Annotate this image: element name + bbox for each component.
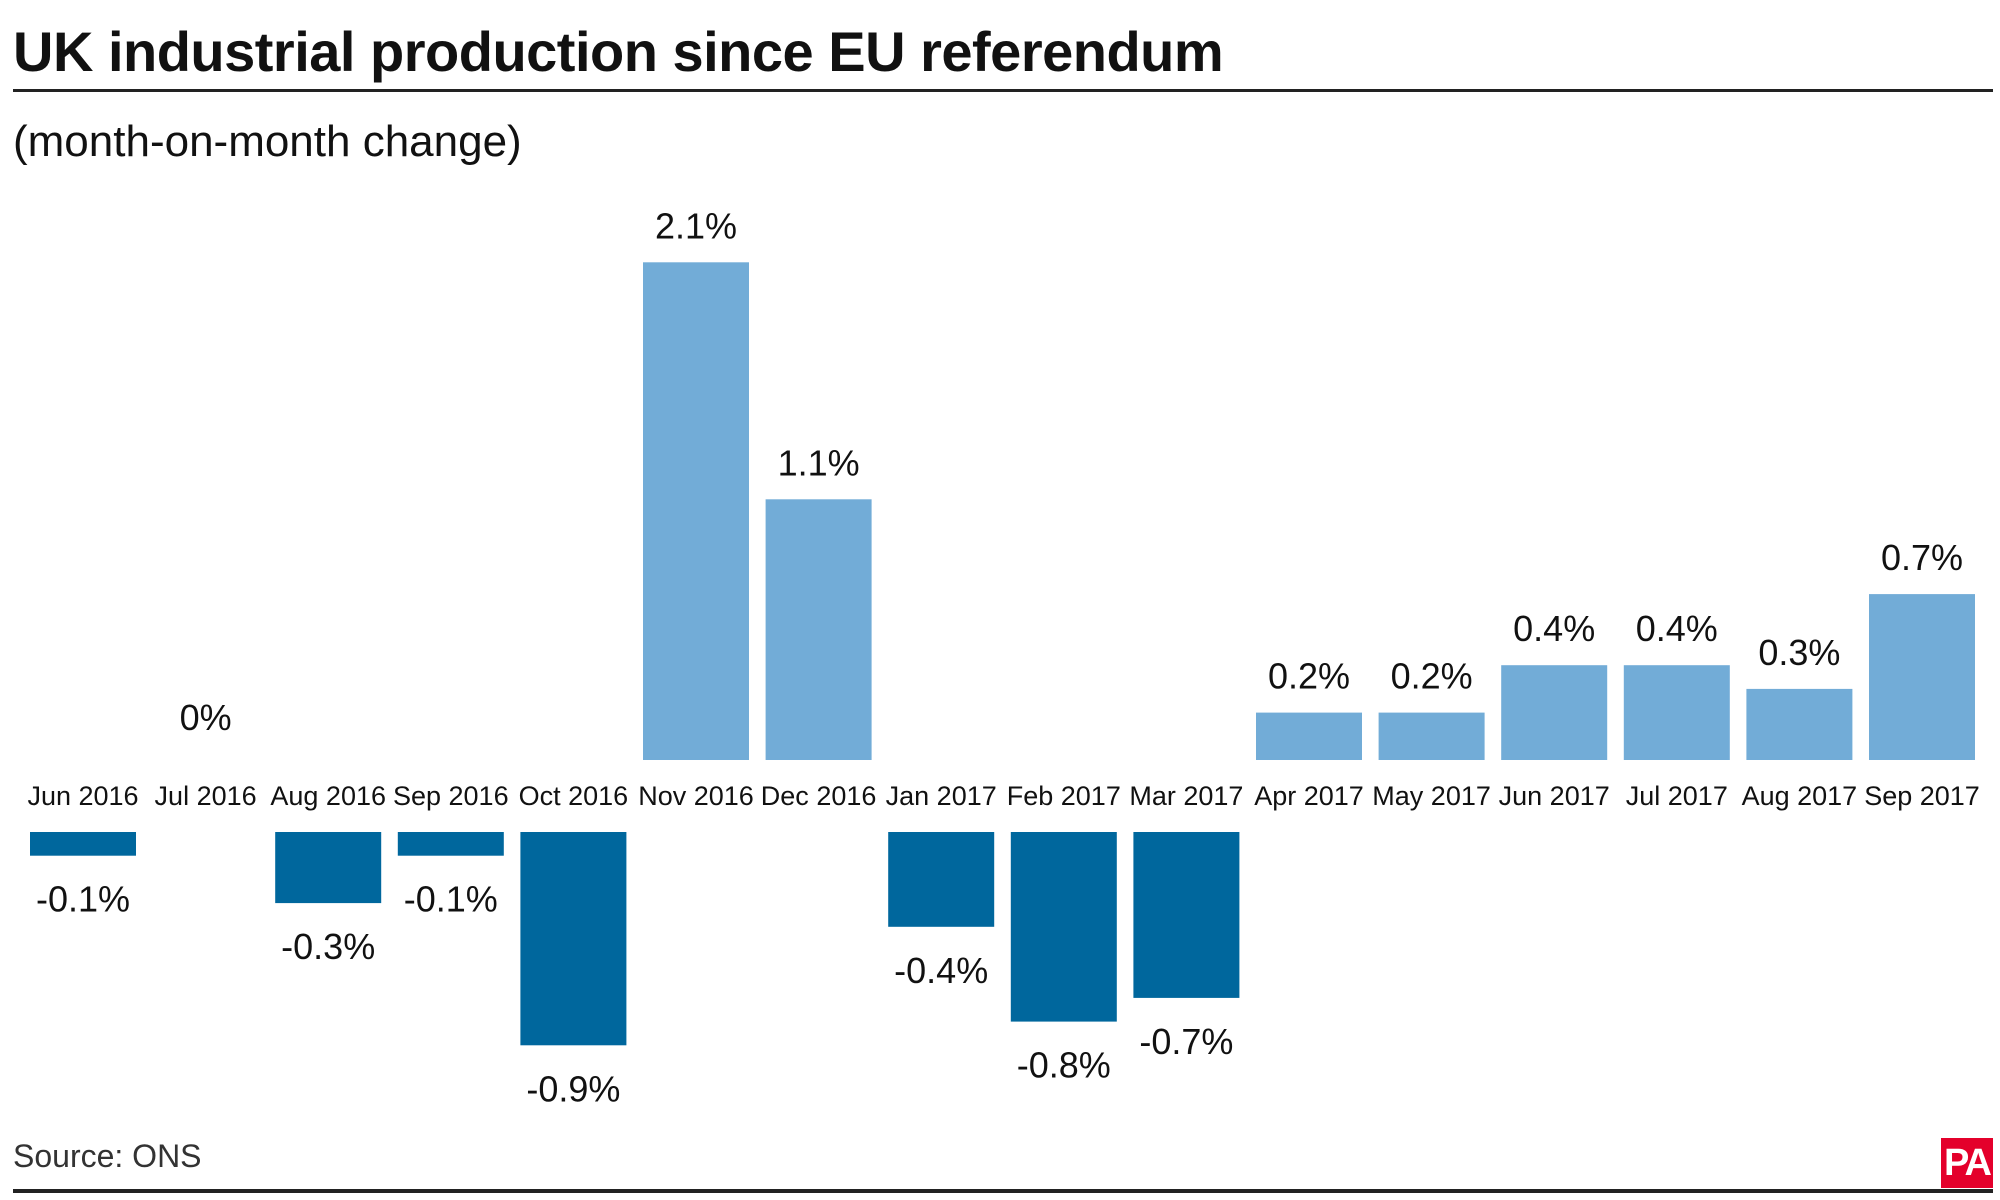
bar-jan-2017 (888, 832, 995, 927)
bar-jul-2017 (1623, 665, 1730, 760)
bar-aug-2017 (1746, 688, 1853, 760)
value-label-nov-2016: 2.1% (655, 205, 737, 246)
value-label-mar-2017: -0.7% (1139, 1021, 1233, 1062)
bar-sep-2016 (397, 832, 504, 856)
value-label-jul-2016: 0% (180, 697, 232, 738)
value-label-jul-2017: 0.4% (1636, 608, 1718, 649)
bar-jun-2016 (30, 832, 136, 856)
value-label-jan-2017: -0.4% (894, 950, 988, 991)
category-label-dec-2016: Dec 2016 (761, 781, 877, 811)
bar-sep-2017 (1869, 594, 1975, 760)
category-label-feb-2017: Feb 2017 (1007, 781, 1121, 811)
bar-apr-2017 (1256, 712, 1362, 760)
bar-oct-2016 (520, 832, 627, 1046)
chart-title: UK industrial production since EU refere… (13, 20, 1224, 83)
category-label-apr-2017: Apr 2017 (1254, 781, 1364, 811)
value-label-jun-2016: -0.1% (36, 879, 130, 920)
value-label-sep-2016: -0.1% (404, 879, 498, 920)
bar-jun-2017 (1501, 665, 1608, 760)
chart-subtitle: (month-on-month change) (13, 117, 522, 166)
category-label-jun-2017: Jun 2017 (1499, 781, 1610, 811)
bar-nov-2016 (643, 262, 749, 760)
title-divider (13, 89, 1993, 92)
category-label-may-2017: May 2017 (1372, 781, 1491, 811)
category-label-jan-2017: Jan 2017 (886, 781, 997, 811)
category-label-jun-2016: Jun 2016 (27, 781, 138, 811)
value-label-may-2017: 0.2% (1391, 656, 1473, 697)
category-label-nov-2016: Nov 2016 (638, 781, 754, 811)
value-label-apr-2017: 0.2% (1268, 656, 1350, 697)
value-label-aug-2016: -0.3% (281, 926, 375, 967)
value-label-jun-2017: 0.4% (1513, 608, 1595, 649)
category-label-jul-2017: Jul 2017 (1626, 781, 1728, 811)
bar-mar-2017 (1133, 832, 1240, 998)
footer-divider (13, 1189, 1993, 1193)
value-label-sep-2017: 0.7% (1881, 537, 1963, 578)
category-label-jul-2016: Jul 2016 (155, 781, 257, 811)
value-label-dec-2016: 1.1% (778, 442, 860, 483)
category-label-aug-2016: Aug 2016 (270, 781, 386, 811)
value-label-oct-2016: -0.9% (526, 1068, 620, 1109)
source-note: Source: ONS (13, 1138, 202, 1174)
bar-aug-2016 (275, 832, 382, 904)
bar-dec-2016 (765, 499, 872, 760)
category-label-oct-2016: Oct 2016 (519, 781, 629, 811)
category-label-mar-2017: Mar 2017 (1129, 781, 1243, 811)
value-label-feb-2017: -0.8% (1017, 1045, 1111, 1086)
bar-may-2017 (1378, 712, 1485, 760)
category-label-sep-2017: Sep 2017 (1864, 781, 1980, 811)
bar-feb-2017 (1010, 832, 1117, 1022)
value-label-aug-2017: 0.3% (1758, 632, 1840, 673)
pa-logo: PA (1941, 1138, 1993, 1188)
category-label-aug-2017: Aug 2017 (1742, 781, 1858, 811)
category-label-sep-2016: Sep 2016 (393, 781, 509, 811)
